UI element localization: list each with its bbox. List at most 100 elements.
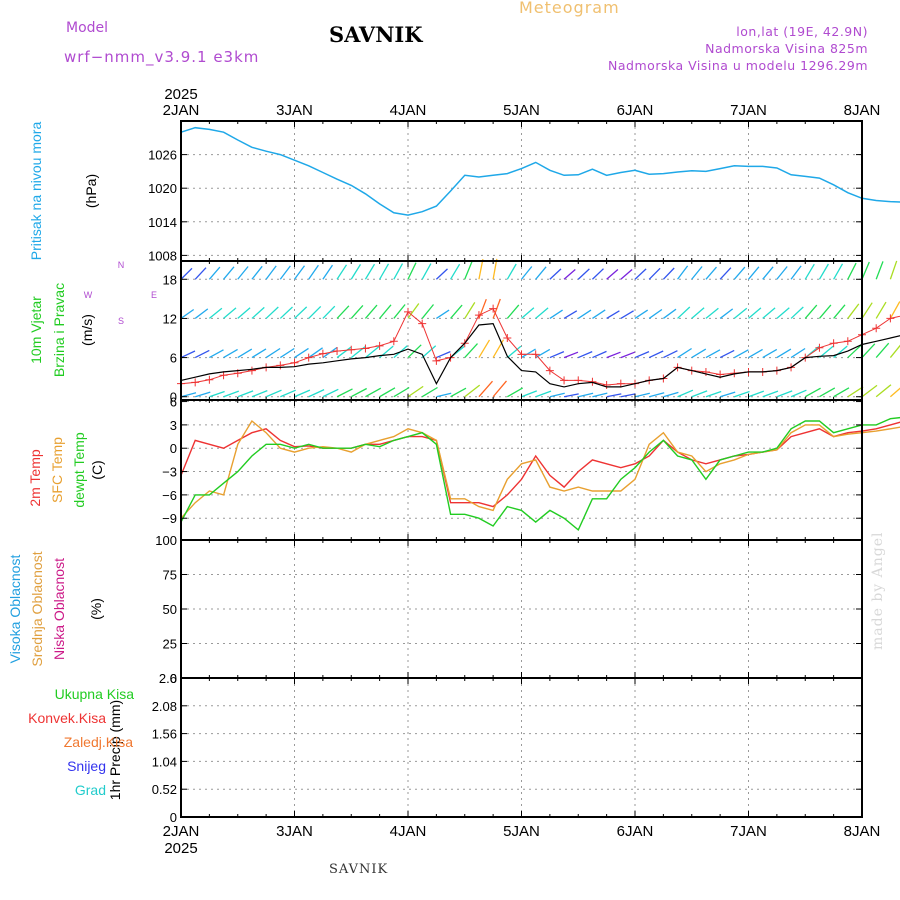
wind-arrow	[294, 306, 308, 319]
wind-arrow	[875, 261, 884, 280]
wind-arrow	[436, 309, 450, 319]
wind-arrow	[563, 393, 579, 398]
wind-arrow	[336, 388, 353, 398]
wind-arrow	[180, 308, 195, 319]
compass-east: E	[151, 290, 157, 300]
wind-arrow	[464, 343, 478, 359]
wind-arrow	[563, 310, 578, 319]
low-cloud-label: Niska Oblacnost	[51, 558, 67, 660]
wind-arrow	[492, 258, 498, 280]
wind-arrow	[734, 390, 750, 398]
pressure-title: Pritisak na nivou mora	[28, 122, 44, 261]
x-label-top: 4JAN	[390, 102, 427, 119]
wind-arrow	[223, 307, 237, 319]
y-tick-label: −3	[162, 465, 177, 480]
x-label-top: 8JAN	[844, 102, 881, 119]
wind-arrow	[677, 347, 692, 359]
wind-arrow	[279, 306, 293, 319]
wind-arrow	[535, 390, 552, 398]
wind-arrow	[237, 307, 251, 319]
wind-arrow	[705, 349, 721, 359]
wind-arrow	[521, 307, 535, 319]
wind-gust-point	[304, 353, 313, 362]
wind-gust-point	[489, 304, 498, 313]
wind-arrow	[762, 307, 776, 319]
x-label-top: 7JAN	[730, 102, 767, 119]
y-tick-label: 75	[163, 568, 177, 583]
wind-arrow	[209, 349, 224, 359]
wind-gust-point	[205, 375, 214, 384]
wind-arrow	[407, 303, 420, 319]
wind-arrow	[819, 387, 836, 398]
wind-arrow	[691, 348, 707, 359]
x-label-bottom: 8JAN	[844, 823, 881, 840]
wind-arrow	[365, 387, 382, 398]
wind-gust-point	[247, 366, 256, 375]
temp-sfc-line	[180, 419, 900, 519]
wind-arrow	[776, 266, 788, 280]
wind-arrow	[308, 389, 325, 398]
wind-arrow	[322, 264, 334, 280]
wind-arrow	[379, 387, 396, 398]
x-label-top: 5JAN	[503, 102, 540, 119]
wind-arrow	[662, 267, 675, 280]
wind-plot-area	[181, 261, 862, 400]
dewpt-label: dewpt Temp	[71, 432, 87, 507]
wind-gust-point	[290, 358, 299, 367]
wind-arrow	[535, 348, 551, 359]
wind-arrow	[535, 307, 549, 319]
wind-arrow	[719, 267, 732, 280]
wind-arrow	[407, 385, 424, 398]
x-label-top: 2JAN	[163, 102, 200, 119]
wind-arrow	[691, 266, 703, 280]
wind-arrow	[804, 263, 815, 280]
y-tick-label: 0	[170, 810, 177, 825]
wind-arrow	[251, 265, 263, 280]
wind-gust-point	[333, 347, 342, 356]
wind-arrow	[393, 304, 406, 319]
wind-gust-point	[843, 337, 852, 346]
wind-arrow	[506, 387, 524, 398]
precip-legend-item: Konvek.Kisa	[28, 710, 106, 726]
wind-arrow	[620, 269, 633, 280]
wind-arrow	[620, 351, 635, 359]
wind-arrow	[237, 390, 254, 398]
x-label-bottom: 3JAN	[276, 823, 313, 840]
wind-arrow	[521, 348, 536, 359]
wind-arrow	[606, 269, 619, 280]
wind-arrow	[478, 380, 493, 398]
wind-arrow	[208, 266, 221, 280]
y-tick-label: 0	[170, 671, 177, 686]
wind-arrow	[592, 309, 606, 319]
wind-arrow	[634, 392, 650, 398]
wind-arrow	[733, 307, 748, 319]
wind-arrow	[421, 345, 437, 359]
wind-arrow	[677, 306, 691, 319]
wind-gust-point	[219, 371, 228, 380]
precip-legend-item: Grad	[75, 782, 106, 798]
wind-arrow	[506, 304, 520, 319]
wind-arrow	[606, 310, 620, 319]
wind-arrow	[861, 343, 876, 359]
wind-arrow	[350, 387, 368, 398]
wind-gust-point	[276, 361, 285, 370]
wind-arrow	[592, 392, 608, 398]
wind-gust-point	[432, 356, 441, 365]
wind-arrow	[436, 351, 451, 359]
wind-arrow	[790, 347, 806, 359]
wind-arrow	[691, 390, 708, 398]
wind-arrow	[492, 380, 507, 398]
wind-arrow	[634, 351, 650, 359]
y-tick-label: 100	[155, 533, 177, 548]
wind-arrow	[535, 266, 547, 280]
precip-plot-area	[181, 678, 862, 817]
wind-arrow	[663, 391, 679, 398]
wind-arrow	[847, 303, 860, 319]
wind-arrow	[705, 390, 722, 398]
wind-arrow	[180, 267, 193, 280]
wind-arrow	[606, 351, 621, 359]
wind-arrow	[790, 389, 807, 398]
wind-arrow	[833, 263, 844, 280]
wind-arrow	[818, 304, 832, 319]
